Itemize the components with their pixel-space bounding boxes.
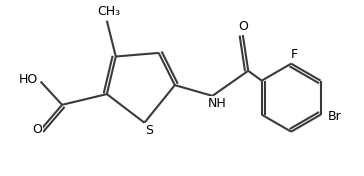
Text: CH₃: CH₃ — [97, 5, 120, 18]
Text: S: S — [145, 124, 153, 137]
Text: F: F — [291, 48, 298, 61]
Text: Br: Br — [327, 110, 341, 123]
Text: NH: NH — [207, 96, 226, 109]
Text: O: O — [32, 123, 42, 136]
Text: O: O — [238, 20, 248, 33]
Text: HO: HO — [19, 73, 38, 86]
